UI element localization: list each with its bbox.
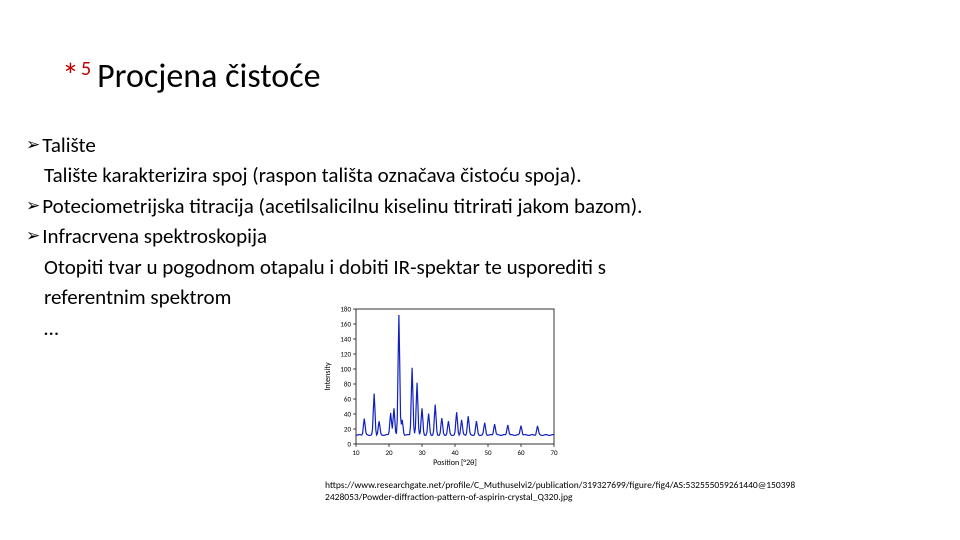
bullet-item: ➢Infracrvena spektroskopija bbox=[26, 221, 926, 251]
xrd-chart: 0 20 40 60 80 100 120 140 160 180 10 20 30 40 50 60 70 Po… bbox=[322, 303, 560, 468]
svg-text:20: 20 bbox=[385, 448, 393, 457]
svg-text:Intensity: Intensity bbox=[323, 362, 333, 391]
bullet-icon: ➢ bbox=[26, 133, 40, 158]
bullet-item: ➢Talište bbox=[26, 130, 926, 160]
svg-text:20: 20 bbox=[344, 425, 352, 434]
bullet-text: Talište bbox=[42, 130, 96, 160]
svg-text:180: 180 bbox=[340, 305, 351, 314]
xrd-chart-svg: 0 20 40 60 80 100 120 140 160 180 10 20 30 40 50 60 70 Po… bbox=[322, 303, 560, 468]
svg-text:160: 160 bbox=[340, 320, 351, 329]
svg-text:140: 140 bbox=[340, 335, 351, 344]
svg-text:60: 60 bbox=[344, 395, 352, 404]
svg-text:40: 40 bbox=[451, 448, 459, 457]
svg-text:50: 50 bbox=[484, 448, 492, 457]
bullet-item: ➢Poteciometrijska titracija (acetilsalic… bbox=[26, 191, 926, 221]
svg-text:100: 100 bbox=[340, 365, 351, 374]
indent-text: Talište karakterizira spoj (raspon tališ… bbox=[26, 160, 926, 190]
bullet-icon: ➢ bbox=[26, 224, 40, 249]
title-superscript: 5 bbox=[81, 57, 91, 81]
svg-text:30: 30 bbox=[418, 448, 426, 457]
slide: * 5 Procjena čistoće ➢TališteTalište kar… bbox=[0, 0, 960, 540]
svg-text:70: 70 bbox=[550, 448, 558, 457]
image-citation: https://www.researchgate.net/profile/C_M… bbox=[325, 480, 945, 504]
svg-text:80: 80 bbox=[344, 380, 352, 389]
citation-line-2: 2428053/Powder-diffraction-pattern-of-as… bbox=[325, 492, 945, 504]
svg-text:120: 120 bbox=[340, 350, 351, 359]
bullet-icon: ➢ bbox=[26, 194, 40, 219]
svg-text:40: 40 bbox=[344, 410, 352, 419]
slide-title: * 5 Procjena čistoće bbox=[62, 56, 321, 97]
title-asterisk: * bbox=[62, 56, 79, 97]
svg-text:0: 0 bbox=[347, 440, 351, 449]
bullet-text: Poteciometrijska titracija (acetilsalici… bbox=[42, 191, 642, 221]
svg-text:10: 10 bbox=[352, 448, 360, 457]
svg-text:60: 60 bbox=[517, 448, 525, 457]
bullet-text: Infracrvena spektroskopija bbox=[42, 221, 267, 251]
svg-text:Position [°2θ]: Position [°2θ] bbox=[433, 458, 477, 468]
indent-text: Otopiti tvar u pogodnom otapalu i dobiti… bbox=[26, 252, 926, 282]
title-text: Procjena čistoće bbox=[97, 56, 320, 97]
